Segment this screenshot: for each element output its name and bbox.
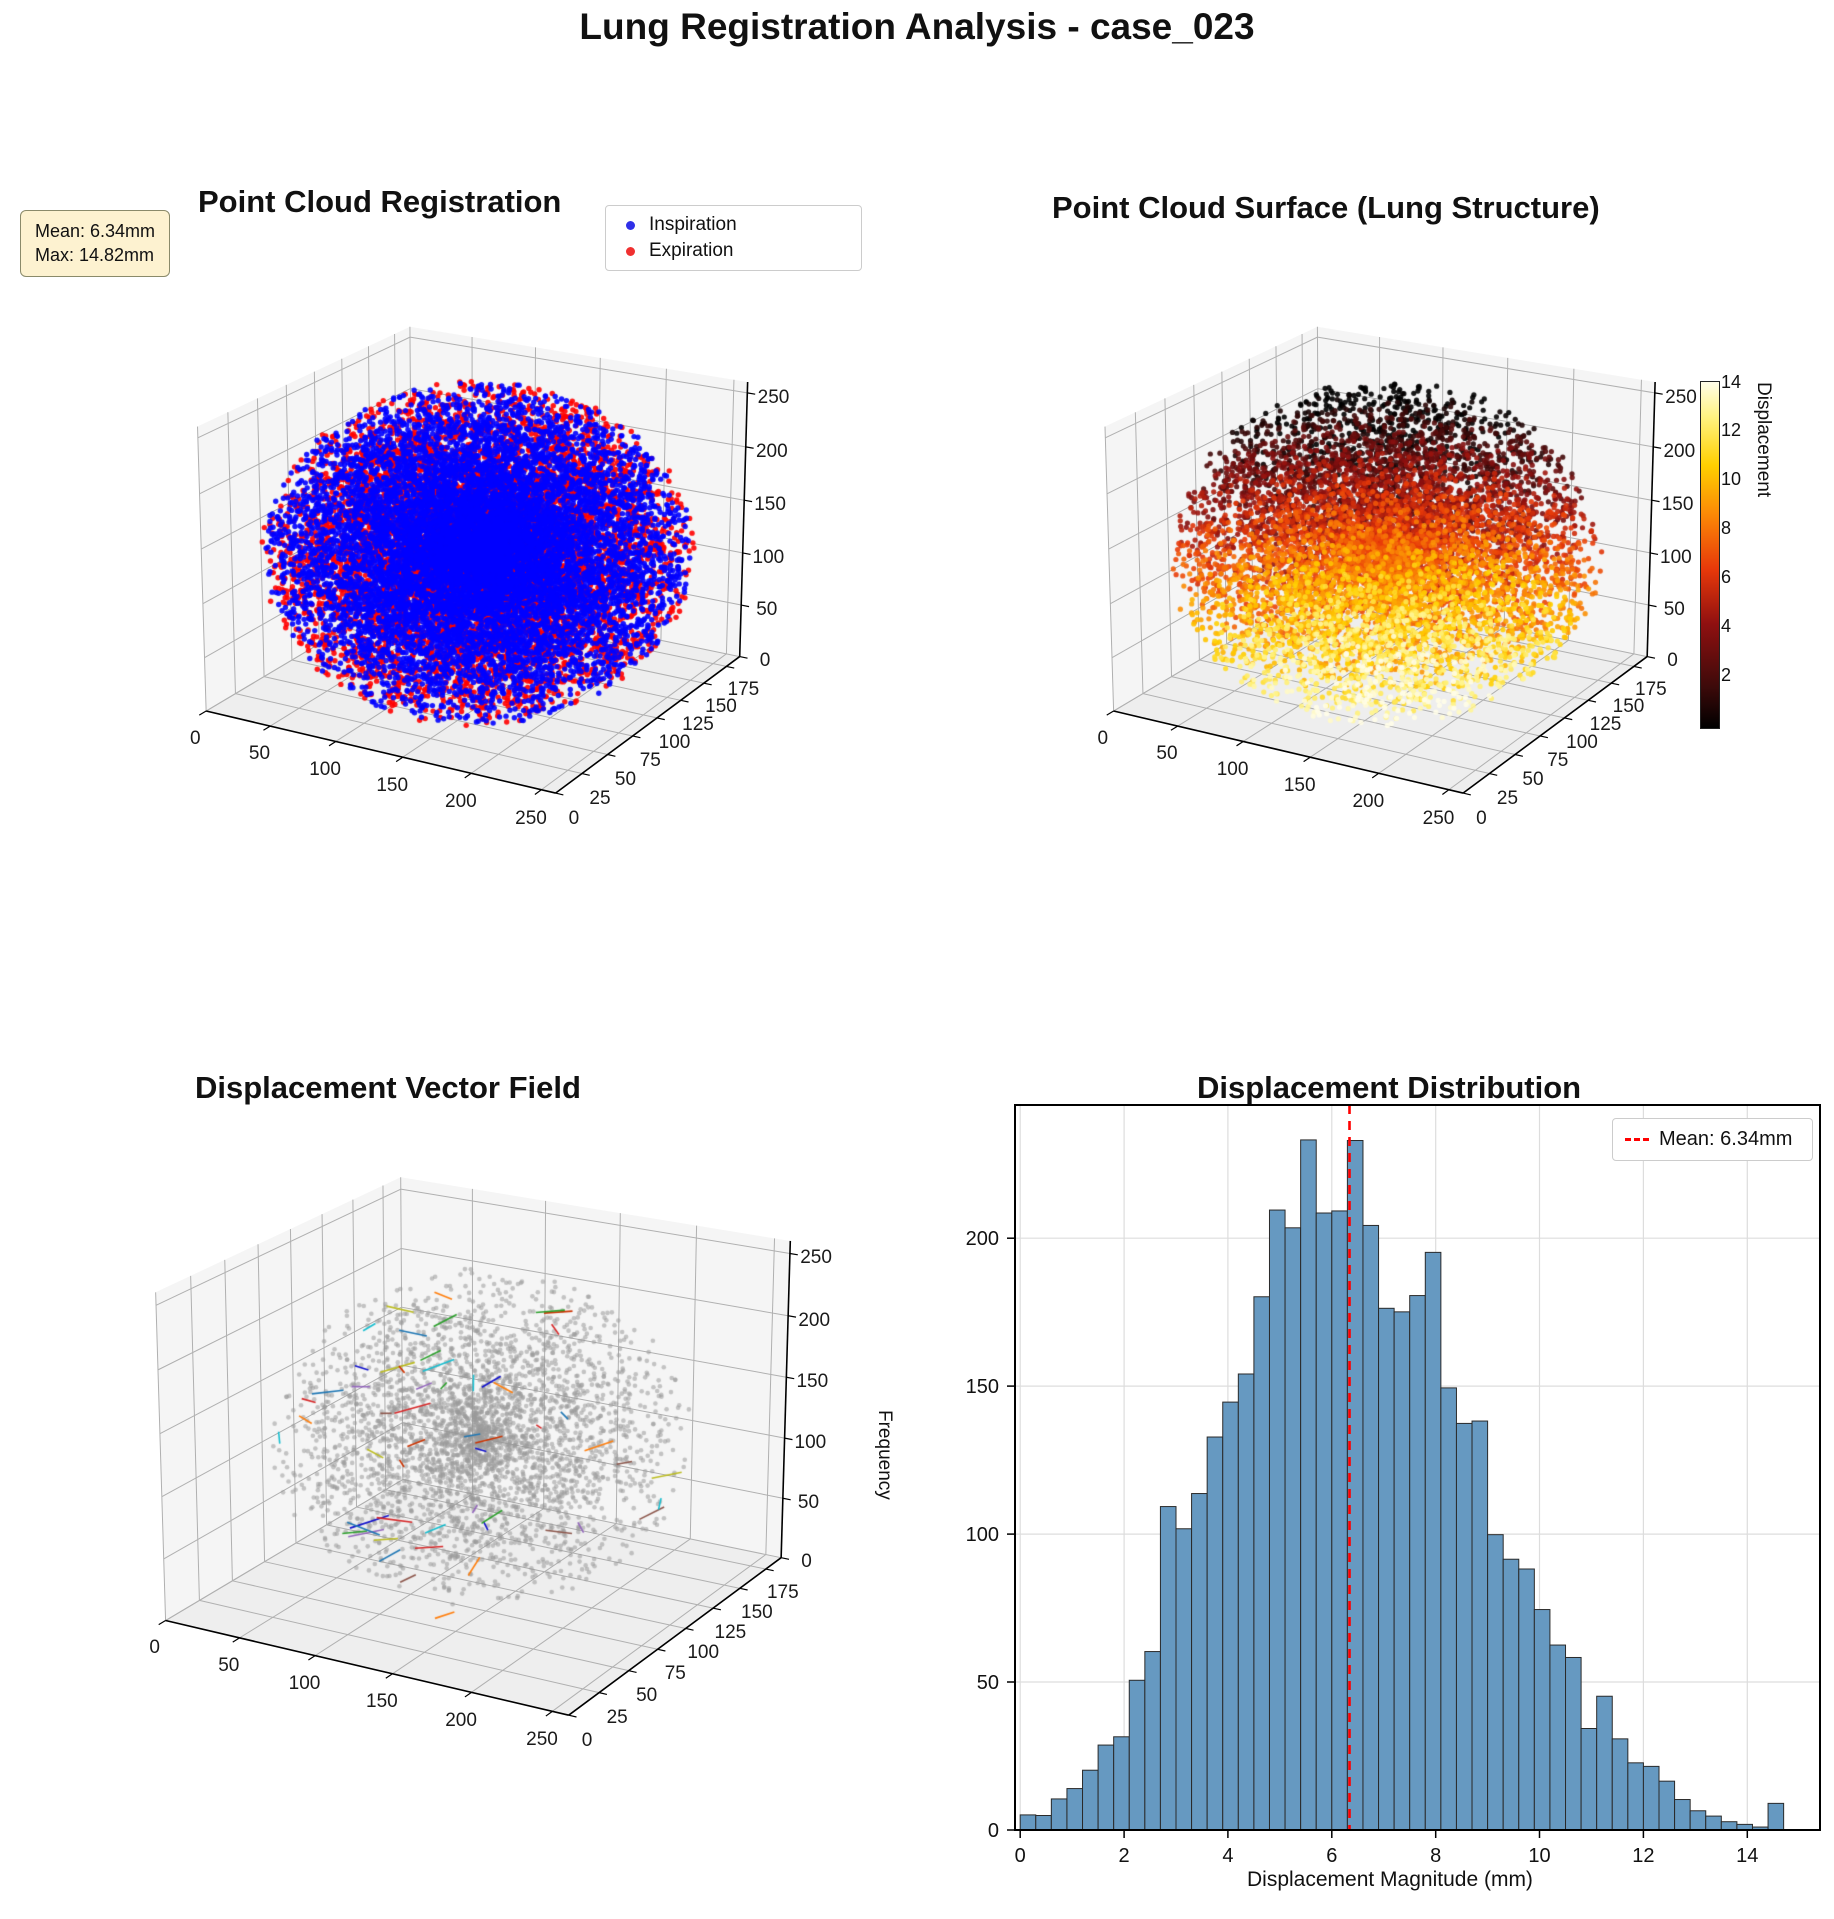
svg-text:14: 14 xyxy=(1736,1845,1758,1867)
svg-text:0: 0 xyxy=(1015,1845,1026,1867)
svg-text:4: 4 xyxy=(1222,1845,1233,1867)
svg-text:6: 6 xyxy=(1326,1845,1337,1867)
svg-text:50: 50 xyxy=(977,1672,999,1694)
svg-text:150: 150 xyxy=(966,1376,999,1398)
svg-text:12: 12 xyxy=(1632,1845,1654,1867)
svg-text:10: 10 xyxy=(1528,1845,1550,1867)
svg-text:0: 0 xyxy=(988,1820,999,1842)
svg-text:8: 8 xyxy=(1430,1845,1441,1867)
svg-text:200: 200 xyxy=(966,1228,999,1250)
svg-text:2: 2 xyxy=(1119,1845,1130,1867)
svg-text:100: 100 xyxy=(966,1524,999,1546)
